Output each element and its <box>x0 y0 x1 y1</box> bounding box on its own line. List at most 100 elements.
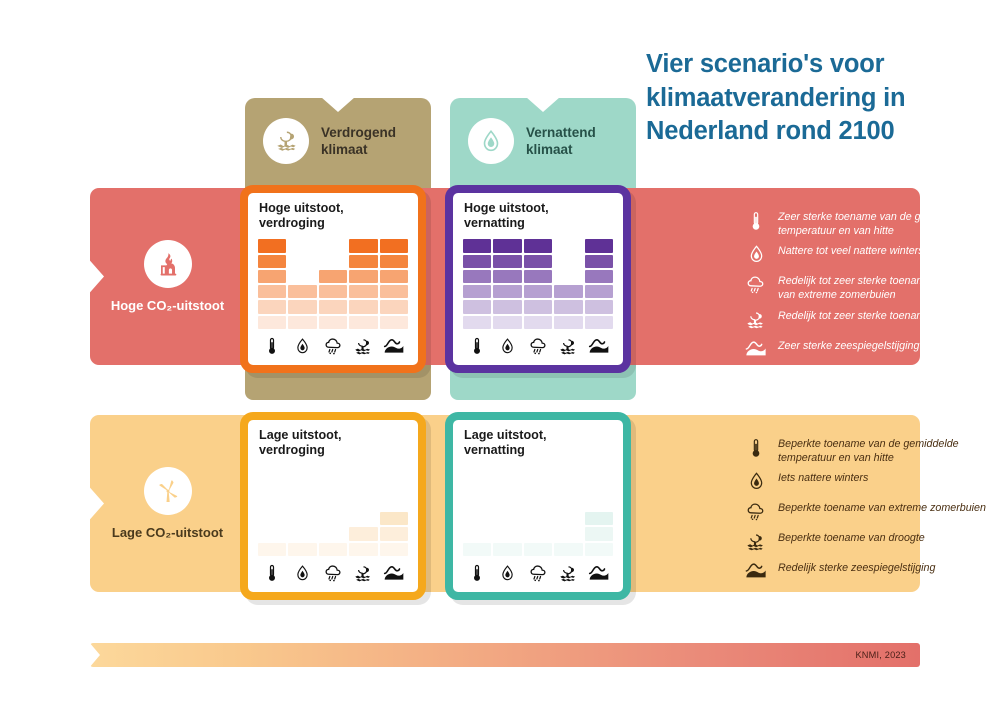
footer-gradient-bar: KNMI, 2023 <box>89 642 920 668</box>
water-drop-icon <box>288 564 316 582</box>
legend-item: Nattere tot veel nattere winters <box>745 244 1000 268</box>
bar-cell <box>379 527 409 541</box>
legend-item-text: Zeer sterke toename van de gemiddelde te… <box>778 211 970 237</box>
rain-cloud-icon <box>745 501 767 521</box>
bar-column <box>523 542 553 556</box>
bar-cell <box>379 512 409 526</box>
scenario-card-low-dry[interactable]: Lage uitstoot, verdroging <box>240 412 426 600</box>
bar-cell <box>349 315 378 329</box>
thermometer-icon <box>745 210 767 231</box>
legend-item: Redelijk tot zeer sterke toename van dro… <box>745 309 1000 333</box>
water-drop-icon <box>745 244 767 264</box>
bar-cell <box>258 300 287 314</box>
thermometer-icon <box>745 437 767 458</box>
sea-level-rise-icon <box>380 565 408 581</box>
legend-item-text: Iets nattere winters <box>778 472 869 485</box>
bar-cell <box>288 300 317 314</box>
indicator-bar-chart <box>463 235 614 329</box>
indicator-bar-chart <box>258 462 409 556</box>
legend-item-text: Redelijk sterke zeespiegelstijging <box>778 562 936 575</box>
bar-cell <box>379 239 409 253</box>
bar-column <box>493 239 522 329</box>
bar-column <box>523 239 553 329</box>
legend-item: Beperkte toename van droogte <box>745 531 1000 555</box>
bar-cell <box>523 269 553 284</box>
scenario-card-high-dry[interactable]: Hoge uitstoot, verdroging <box>240 185 426 373</box>
legend-item: Zeer sterke zeespiegelstijging <box>745 339 1000 363</box>
thermometer-icon <box>258 564 286 582</box>
bar-column <box>463 542 492 556</box>
bar-cell <box>318 300 348 314</box>
bar-cell <box>463 239 492 253</box>
water-drop-icon <box>493 564 521 582</box>
bar-cell <box>349 269 378 284</box>
bar-cell <box>318 315 348 329</box>
scenario-card-title: Hoge uitstoot, verdroging <box>259 201 344 231</box>
column-header-vernattend: Vernattend klimaat <box>468 118 596 164</box>
bar-cell <box>554 300 583 314</box>
bar-cell <box>493 300 522 314</box>
bar-cell <box>493 239 522 253</box>
indicator-bar-chart <box>258 235 409 329</box>
bar-column <box>349 527 378 556</box>
bar-cell <box>258 239 287 253</box>
tab-notch <box>526 97 560 112</box>
bar-cell <box>349 254 378 268</box>
legend-item: Redelijk tot zeer sterke toename van ext… <box>745 274 1000 302</box>
drought-soil-icon <box>554 564 582 582</box>
bar-cell <box>258 542 287 556</box>
tab-notch <box>321 97 355 112</box>
bar-column <box>584 512 614 556</box>
legend-item: Beperkte toename van extreme zomerbuien <box>745 501 1000 525</box>
bar-cell <box>258 285 287 299</box>
bar-cell <box>379 300 409 314</box>
bar-column <box>584 239 614 329</box>
legend-item-text: Beperkte toename van extreme zomerbuien <box>778 502 986 515</box>
bar-cell <box>493 269 522 284</box>
thermometer-icon <box>463 564 491 582</box>
bar-cell <box>554 315 583 329</box>
sea-level-rise-icon <box>745 561 767 579</box>
bar-cell <box>318 285 348 299</box>
bar-cell <box>584 285 614 299</box>
rain-cloud-icon <box>524 337 552 355</box>
bar-cell <box>463 315 492 329</box>
scenario-card-low-wet[interactable]: Lage uitstoot, vernatting <box>445 412 631 600</box>
scenario-card-title: Lage uitstoot, verdroging <box>259 428 342 458</box>
bar-cell <box>349 542 378 556</box>
bar-column <box>258 239 287 329</box>
drought-soil-icon <box>745 531 767 551</box>
rain-cloud-icon <box>319 564 347 582</box>
bar-cell <box>463 300 492 314</box>
legend-item-text: Beperkte toename van droogte <box>778 532 925 545</box>
bar-cell <box>554 285 583 299</box>
rain-cloud-icon <box>319 337 347 355</box>
bar-column <box>554 542 583 556</box>
bar-cell <box>463 285 492 299</box>
legend-hoge-co2: Zeer sterke toename van de gemiddelde te… <box>745 210 1000 363</box>
legend-item: Iets nattere winters <box>745 471 1000 495</box>
bar-cell <box>523 315 553 329</box>
bar-column <box>493 542 522 556</box>
bar-column <box>318 542 348 556</box>
bar-cell <box>523 300 553 314</box>
bar-column <box>349 239 378 329</box>
bar-cell <box>349 527 378 541</box>
thermometer-icon <box>258 337 286 355</box>
bar-column <box>379 239 409 329</box>
bar-column <box>554 285 583 329</box>
legend-item-text: Beperkte toename van de gemiddelde tempe… <box>778 438 959 464</box>
bar-cell <box>463 254 492 268</box>
legend-item-text: Nattere tot veel nattere winters <box>778 245 924 258</box>
bar-cell <box>288 542 317 556</box>
bar-column <box>288 285 317 329</box>
bar-cell <box>493 542 522 556</box>
scenario-card-high-wet[interactable]: Hoge uitstoot, vernatting <box>445 185 631 373</box>
drought-soil-icon <box>554 337 582 355</box>
legend-item-text: Zeer sterke zeespiegelstijging <box>778 339 920 352</box>
bar-cell <box>523 239 553 253</box>
bar-cell <box>584 542 614 556</box>
bar-cell <box>258 315 287 329</box>
bar-column <box>463 239 492 329</box>
